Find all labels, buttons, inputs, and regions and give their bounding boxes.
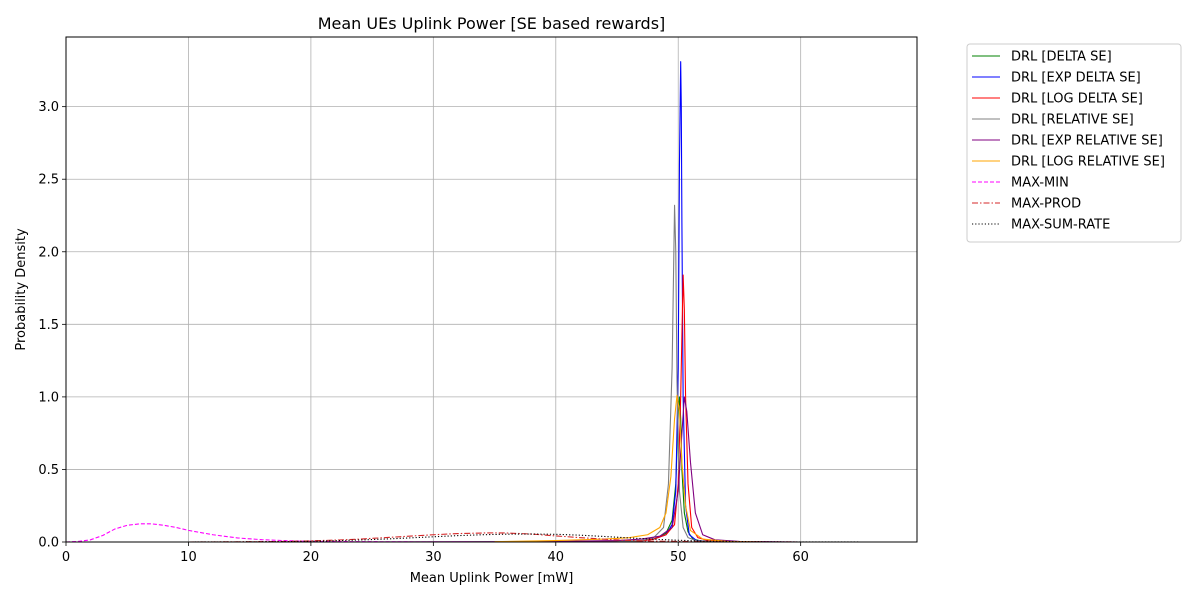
series-lines [66, 61, 875, 542]
series-line-4 [555, 204, 764, 542]
legend-entry-label: MAX-SUM-RATE [1011, 218, 1110, 233]
plot-frame [65, 36, 918, 543]
x-tick-label: 0 [62, 550, 70, 565]
x-tick-label: 50 [670, 550, 687, 565]
y-tick-label: 3.0 [38, 100, 59, 115]
series-line-7 [66, 523, 483, 542]
y-tick-label: 1.5 [38, 318, 59, 333]
legend-entry-label: DRL [LOG DELTA SE] [1011, 92, 1143, 107]
y-tick-label: 0.5 [38, 463, 59, 478]
x-tick-label: 20 [303, 550, 320, 565]
x-axis-label: Mean Uplink Power [mW] [410, 571, 574, 586]
x-tick-label: 10 [180, 550, 197, 565]
legend-entry-label: DRL [LOG RELATIVE SE] [1011, 155, 1165, 170]
legend-entry-label: MAX-MIN [1011, 176, 1069, 191]
chart-title: Mean UEs Uplink Power [SE based rewards] [318, 14, 666, 33]
series-line-9 [188, 533, 875, 542]
x-axis-ticks: 0 10 20 30 40 50 60 [62, 542, 809, 565]
legend: DRL [DELTA SE] DRL [EXP DELTA SE] DRL [LOG… [966, 43, 1182, 243]
legend-entry-label: MAX-PROD [1011, 197, 1081, 212]
plot-area [66, 61, 875, 542]
legend-entry-label: DRL [EXP DELTA SE] [1011, 71, 1141, 86]
legend-entry-label: DRL [EXP RELATIVE SE] [1011, 134, 1163, 149]
x-tick-label: 40 [548, 550, 565, 565]
legend-entry-label: DRL [RELATIVE SE] [1011, 113, 1134, 128]
legend-entry-label: DRL [DELTA SE] [1011, 50, 1112, 65]
legend-box [966, 43, 1182, 243]
y-tick-label: 2.5 [38, 173, 59, 188]
y-axis-label: Probability Density [14, 228, 29, 351]
series-line-6 [494, 394, 764, 542]
y-tick-label: 2.0 [38, 245, 59, 260]
y-tick-label: 0.0 [38, 536, 59, 551]
x-tick-label: 30 [425, 550, 442, 565]
x-tick-label: 60 [792, 550, 809, 565]
y-tick-label: 1.0 [38, 390, 59, 405]
y-axis-ticks: 0.0 0.5 1.0 1.5 2.0 2.5 3.0 [38, 100, 66, 551]
